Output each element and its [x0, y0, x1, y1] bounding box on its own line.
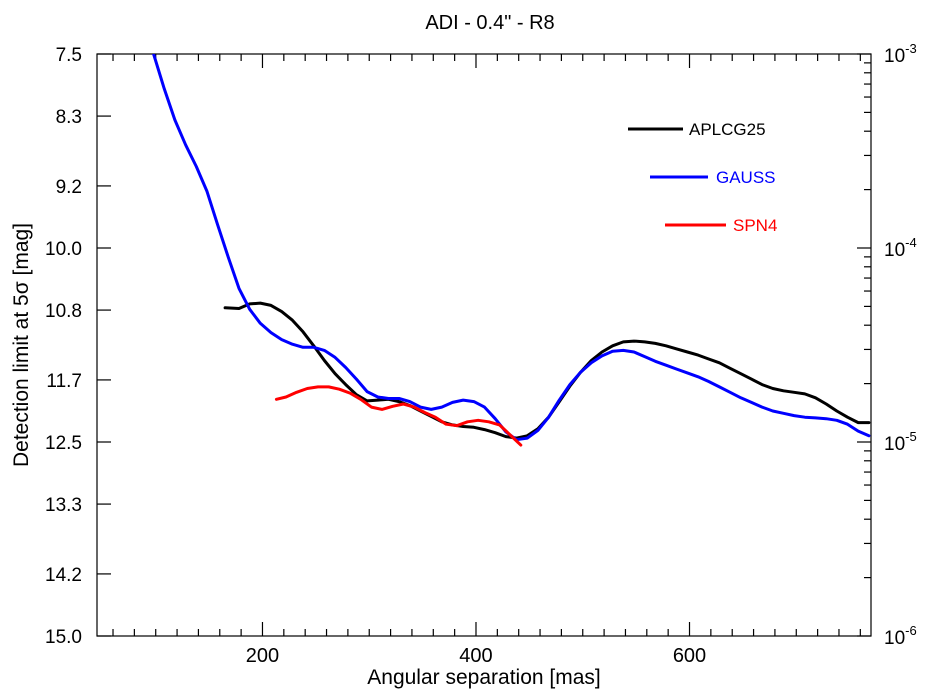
y-tick-label: 9.2: [56, 177, 82, 198]
y-tick-label: 14.2: [45, 565, 82, 586]
y-tick-label: 10.8: [45, 301, 82, 322]
y-tick-label: 8.3: [56, 107, 82, 128]
x-axis-label: Angular separation [mas]: [367, 666, 600, 689]
x-tick-label: 600: [673, 645, 706, 667]
legend-label: SPN4: [733, 216, 777, 235]
series-line-gauss: [152, 54, 871, 442]
right-tick-label: 10-3: [884, 41, 917, 67]
right-tick-label: 10-6: [884, 623, 917, 649]
y-tick-label: 13.3: [45, 495, 82, 516]
right-tick-label: 10-5: [884, 429, 917, 455]
y-axis-label: Detection limit at 5σ [mag]: [10, 223, 33, 467]
axes-ticks: 200 400 600 7.5 8.3 9.2 10.0 10.8 11.7 12.5 13.3 14…: [45, 41, 917, 667]
legend: APLCG25 GAUSS SPN4: [628, 120, 777, 235]
chart-title: ADI - 0.4" - R8: [425, 12, 554, 34]
x-tick-label: 400: [459, 645, 492, 667]
legend-label: GAUSS: [716, 168, 776, 187]
y-tick-label: 10.0: [45, 239, 82, 260]
legend-label: APLCG25: [689, 120, 766, 139]
series-lines: [152, 54, 871, 447]
y-tick-label: 12.5: [45, 433, 82, 454]
y-tick-label: 15.0: [45, 627, 82, 648]
y-tick-label: 11.7: [46, 371, 82, 392]
plot-frame: [96, 53, 872, 637]
right-tick-label: 10-4: [884, 235, 917, 261]
y-tick-label: 7.5: [56, 45, 82, 66]
x-tick-label: 200: [246, 645, 279, 667]
series-line-spn4: [274, 385, 523, 447]
